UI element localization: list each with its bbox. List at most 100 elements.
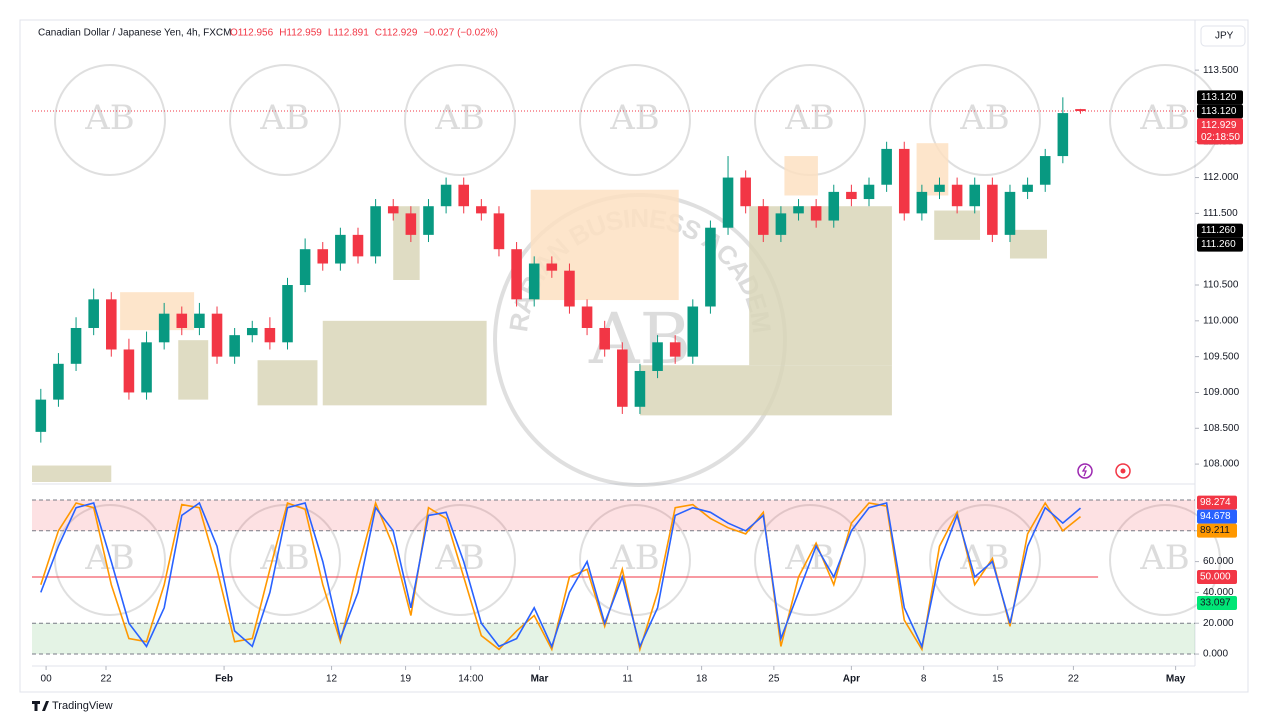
price-badge-label: 111.260 (1201, 225, 1236, 236)
indicator-badge-label: 33.097 (1200, 598, 1231, 609)
candle-body (757, 206, 769, 235)
watermark-logo: AB (959, 98, 1010, 138)
currency-label[interactable]: JPY (1215, 31, 1234, 42)
candle-body (317, 249, 329, 264)
candle-body (599, 327, 610, 350)
candle-body (387, 206, 399, 214)
indicator-badge (1197, 509, 1237, 524)
candle-body (35, 399, 47, 432)
candle-body (264, 327, 276, 343)
watermark-ring (54, 504, 166, 616)
candle-body (898, 148, 910, 214)
x-tick-label: 14:00 (458, 674, 483, 685)
x-tick-label: Feb (215, 674, 233, 685)
alert-icon[interactable] (1077, 463, 1093, 479)
y-tick-label: 109.000 (1203, 387, 1240, 398)
candle-body (476, 206, 487, 214)
zone (257, 360, 318, 406)
price-badge (1197, 118, 1243, 145)
candle-body (1075, 109, 1086, 112)
price-badge-timer: 02:18:50 (1201, 132, 1240, 143)
watermark-logo: AB (434, 98, 485, 138)
zone (322, 320, 487, 406)
oscillator-line (40, 501, 1082, 649)
y-tick-label: 20.000 (1203, 618, 1234, 629)
candle-body (370, 206, 381, 257)
watermark-logo: AB (259, 538, 310, 578)
candle-body (705, 227, 716, 307)
replay-dot (1120, 468, 1126, 474)
candle-body (863, 184, 875, 200)
candle-body (1039, 156, 1051, 185)
candle-body (740, 177, 751, 207)
watermark-logo: AB (784, 98, 835, 138)
price-badge (1197, 237, 1243, 252)
watermark-ring (929, 504, 1041, 616)
candle-body (793, 206, 804, 214)
price-badge-label: 112.929 (1201, 120, 1237, 131)
candle-body (581, 306, 593, 328)
zone (1009, 229, 1047, 259)
candle-body (511, 249, 522, 300)
candle-body (546, 263, 558, 271)
y-tick-label: 110.000 (1203, 315, 1239, 326)
candle-body (634, 370, 646, 407)
watermark-ring (404, 504, 516, 616)
ohlc-value: C112.929 (375, 28, 418, 39)
y-tick-label: 110.500 (1203, 280, 1239, 291)
zone (639, 365, 892, 416)
candle-body (687, 306, 699, 357)
candle-body (458, 184, 470, 207)
indicator-badge (1197, 596, 1237, 611)
candle-body (969, 184, 981, 207)
x-tick-label: 22 (100, 674, 112, 685)
candle-body (176, 313, 188, 328)
zone (178, 340, 209, 400)
indicator-badge-label: 94.678 (1200, 511, 1231, 522)
watermark-ring (229, 504, 341, 616)
candle-body (669, 342, 681, 357)
candle-body (282, 285, 293, 343)
zone (934, 210, 981, 240)
x-tick-label: 19 (400, 674, 412, 685)
watermark-ring (54, 64, 166, 176)
x-tick-label: Apr (843, 674, 860, 685)
watermark-ring (1109, 504, 1221, 616)
candle-body (722, 177, 734, 228)
indicator-badge-label: 50.000 (1200, 572, 1231, 583)
alert-bolt (1081, 465, 1087, 477)
candle-body (423, 206, 434, 235)
candle-body (106, 299, 117, 350)
y-tick-label: 0.000 (1203, 649, 1228, 660)
replay-icon[interactable] (1115, 463, 1131, 479)
candle-body (564, 270, 575, 307)
indicator-badge (1197, 523, 1237, 538)
candle-body (1022, 184, 1033, 192)
ohlc-value: −0.027 (−0.02%) (423, 28, 498, 39)
oversold-band (32, 623, 1195, 655)
indicator-badge (1197, 570, 1237, 585)
candle-body (299, 249, 311, 286)
x-tick-label: 00 (41, 674, 53, 685)
zone (530, 189, 679, 301)
watermark-logo: AB (259, 98, 310, 138)
watermark-logo: AB (84, 98, 135, 138)
watermark-logo: AB (609, 538, 660, 578)
candle-body (246, 327, 258, 336)
x-tick-label: 8 (921, 674, 927, 685)
y-tick-label: 112.000 (1203, 172, 1239, 183)
candle-body (881, 148, 892, 185)
candle-body (493, 213, 505, 250)
watermark-logo: AB (959, 538, 1010, 578)
y-tick-label: 108.500 (1203, 423, 1240, 434)
watermark-logo: AB (434, 538, 485, 578)
watermark-ring (929, 64, 1041, 176)
y-tick-label: 40.000 (1203, 587, 1234, 598)
candle-body (951, 184, 963, 207)
candle-body (775, 213, 787, 235)
indicator-badge (1197, 495, 1237, 510)
candle-body (810, 206, 822, 221)
currency-button[interactable] (1200, 25, 1246, 47)
footer-brand: TradingView (52, 700, 113, 712)
